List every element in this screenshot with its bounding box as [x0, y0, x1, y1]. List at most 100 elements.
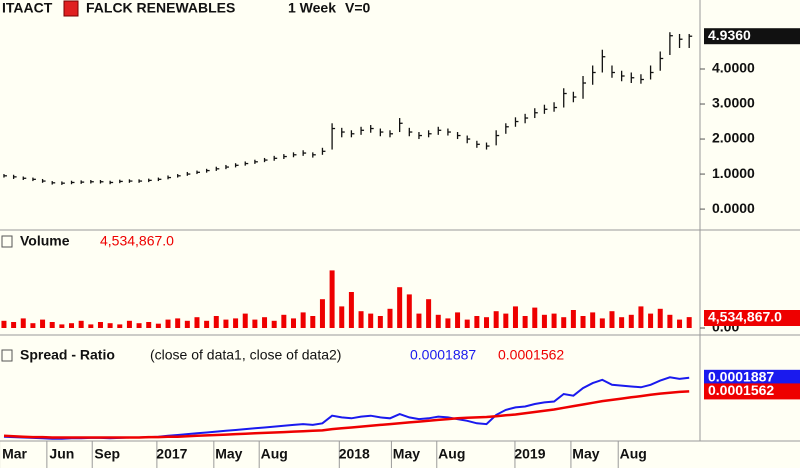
volume-bar: [474, 316, 480, 328]
volume-bar: [107, 323, 113, 328]
panel-value: 4,534,867.0: [100, 233, 174, 249]
chart-title: FALCK RENEWABLES: [86, 0, 235, 16]
volume-bar: [49, 322, 55, 328]
spread-line: [3, 390, 690, 439]
volume-bar: [339, 306, 345, 328]
volume-bar: [136, 323, 142, 328]
volume-bar: [300, 312, 306, 328]
x-tick-label: Aug: [620, 446, 647, 462]
panel-icon: [1, 349, 13, 362]
volume-bar: [406, 294, 412, 328]
volume-bar: [648, 313, 654, 328]
last-value-label: 4.9360: [708, 27, 751, 43]
volume-bar: [69, 323, 75, 328]
volume-bar: [686, 317, 692, 328]
volume-bar: [290, 318, 296, 328]
volume-bar: [377, 316, 383, 328]
volume-bar: [435, 314, 441, 328]
volume-bar: [522, 316, 528, 328]
panel-icon: [1, 235, 13, 248]
x-tick-label: Sep: [94, 446, 120, 462]
volume-bar: [426, 299, 432, 328]
clip: 4,534,867.0: [100, 233, 174, 249]
volume-bar: [445, 318, 451, 328]
volume-bar: [1, 320, 7, 328]
symbol-icon: [63, 0, 79, 17]
volume-bar: [223, 319, 229, 328]
x-tick-label: May: [572, 446, 599, 462]
volume-bar: [512, 306, 518, 328]
volume-bar: [570, 310, 576, 328]
x-tick-label: Aug: [261, 446, 288, 462]
volume-bar: [619, 317, 625, 328]
x-tick-label: May: [393, 446, 420, 462]
x-tick-label: 2017: [156, 446, 187, 462]
panel-title: Volume: [20, 233, 70, 249]
last-value-label: 0.0001887: [708, 369, 774, 385]
symbol: ITAACT: [2, 0, 53, 16]
last-value-label: 4,534,867.0: [708, 309, 782, 325]
last-value-label: 0.0001562: [708, 382, 774, 398]
volume-bar: [252, 319, 258, 328]
volume-bar: [155, 323, 161, 328]
volume-bar: [541, 314, 547, 328]
volume-bar: [455, 312, 461, 328]
volume-bar: [194, 317, 200, 328]
volume-bar: [561, 317, 567, 328]
volume-bar: [677, 319, 683, 328]
volume-bar: [329, 270, 335, 328]
volume-bar: [184, 320, 190, 328]
panel-title: Spread - Ratio: [20, 347, 115, 363]
volume-bar: [146, 322, 152, 328]
y-tick-label: 2.0000: [712, 130, 755, 146]
volume-bar: [233, 318, 239, 328]
volume-bar: [599, 318, 605, 328]
y-tick-label: 1.0000: [712, 165, 755, 181]
volume-bar: [348, 292, 354, 328]
volume-bar: [310, 316, 316, 328]
plot-area: [1, 32, 693, 440]
volume-bar: [59, 324, 65, 328]
y-tick-label: 3.0000: [712, 95, 755, 111]
x-tick-label: 2019: [514, 446, 545, 462]
volume-bar: [657, 308, 663, 328]
volume-bar: [590, 312, 596, 328]
last-value-label-box: [704, 310, 800, 326]
x-tick-label: Mar: [2, 446, 27, 462]
x-tick-label: 2018: [339, 446, 370, 462]
volume-bar: [551, 313, 557, 328]
volume-bar: [387, 308, 393, 328]
panel-value: 0.0001887: [410, 347, 476, 363]
x-tick-label: Jun: [49, 446, 74, 462]
volume-bar: [242, 313, 248, 328]
y-tick-label: 0.0000: [712, 200, 755, 216]
last-value-label-box: [704, 369, 800, 386]
volume-bar: [319, 299, 325, 328]
volume-bar: [484, 317, 490, 328]
volume-bar: [464, 319, 470, 328]
volume-bar: [368, 313, 374, 328]
volume-bar: [397, 287, 403, 328]
last-value-label-box: [704, 383, 800, 400]
x-tick-label: May: [215, 446, 242, 462]
volume-bar: [11, 322, 17, 328]
volume-bar: [204, 320, 210, 328]
volume-bar: [281, 314, 287, 328]
x-tick-label: Aug: [438, 446, 465, 462]
volume-bar: [667, 314, 673, 328]
volume-bar: [503, 313, 509, 328]
volume-bar: [88, 324, 94, 328]
y-tick-label: 4.0000: [712, 60, 755, 76]
volume-bar: [165, 319, 171, 328]
volume-bar: [271, 320, 277, 328]
volume-flag: V=0: [345, 0, 371, 16]
volume-bar: [213, 316, 219, 328]
volume-bar: [78, 320, 84, 328]
volume-bar: [580, 316, 586, 328]
volume-bar: [40, 319, 46, 328]
panel-value: 0.0001562: [498, 347, 564, 363]
volume-bar: [262, 317, 268, 328]
volume-bar: [117, 324, 123, 328]
